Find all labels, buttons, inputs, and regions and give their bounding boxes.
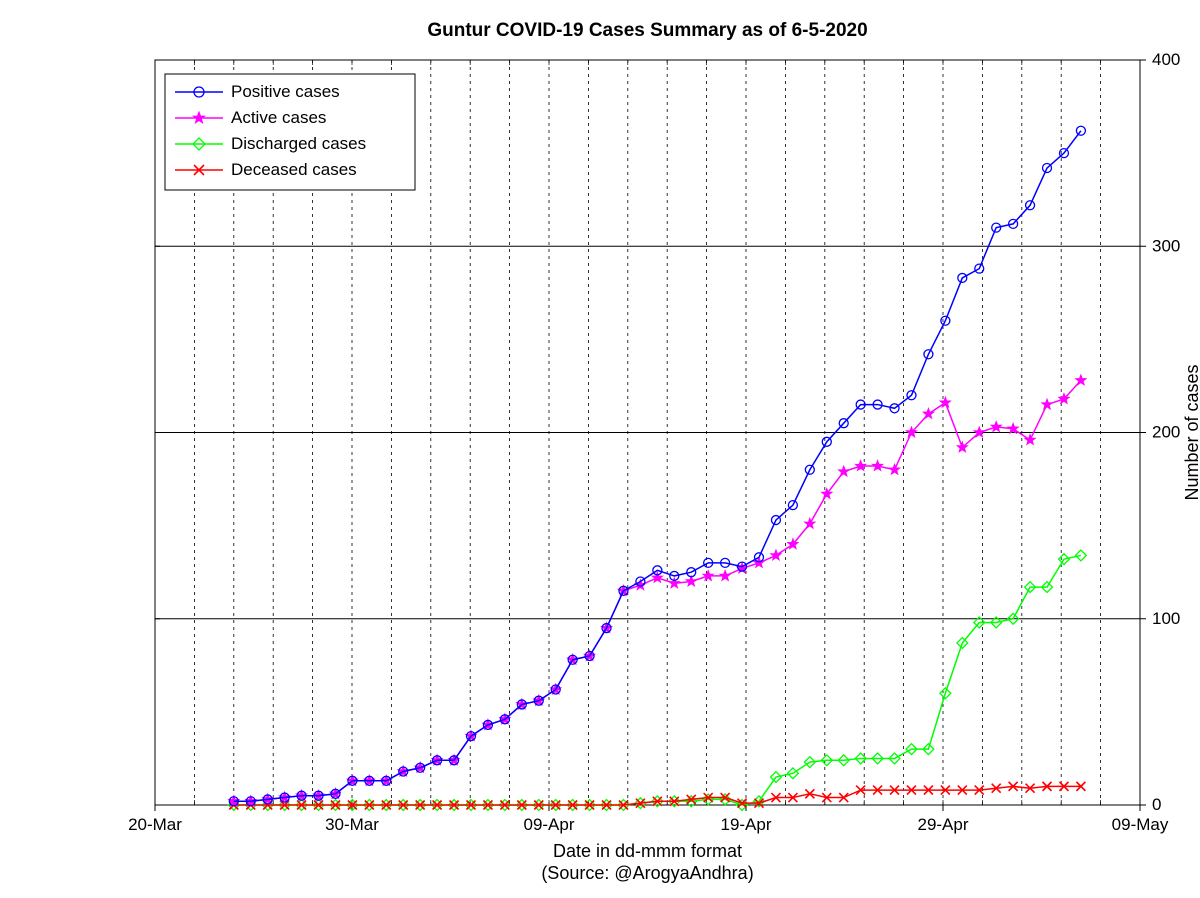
chart-title: Guntur COVID-19 Cases Summary as of 6-5-… bbox=[427, 20, 867, 41]
legend-label: Deceased cases bbox=[231, 160, 357, 179]
x-axis-sublabel: (Source: @ArogyaAndhra) bbox=[541, 863, 753, 883]
y-axis-label: Number of cases bbox=[1182, 364, 1200, 500]
x-tick-label: 09-May bbox=[1112, 815, 1169, 834]
legend-label: Positive cases bbox=[231, 82, 340, 101]
x-tick-label: 19-Apr bbox=[720, 815, 771, 834]
x-axis-label: Date in dd-mmm format bbox=[553, 841, 742, 861]
x-tick-label: 29-Apr bbox=[917, 815, 968, 834]
series-marker-active bbox=[686, 576, 696, 586]
series-line-positive bbox=[234, 131, 1081, 802]
y-tick-label: 300 bbox=[1152, 236, 1180, 255]
series-line-active bbox=[234, 380, 1081, 801]
y-tick-label: 400 bbox=[1152, 50, 1180, 69]
legend-label: Discharged cases bbox=[231, 134, 366, 153]
series-marker-active bbox=[889, 464, 899, 474]
series-marker-active bbox=[872, 461, 882, 471]
series-marker-active bbox=[703, 571, 713, 581]
x-tick-label: 20-Mar bbox=[128, 815, 182, 834]
series-line-discharged bbox=[234, 555, 1081, 805]
legend-label: Active cases bbox=[231, 108, 326, 127]
y-tick-label: 100 bbox=[1152, 609, 1180, 628]
series-marker-active bbox=[991, 422, 1001, 432]
chart-container: 20-Mar 30-Mar 09-Apr 19-Apr 29-Apr 09-May0 100… bbox=[0, 0, 1200, 898]
series-marker-active bbox=[771, 550, 781, 560]
series-marker-active bbox=[720, 571, 730, 581]
y-tick-label: 200 bbox=[1152, 423, 1180, 442]
x-tick-label: 30-Mar bbox=[325, 815, 379, 834]
series-marker-active bbox=[839, 466, 849, 476]
series-marker-active bbox=[1025, 435, 1035, 445]
y-tick-label: 0 bbox=[1152, 795, 1161, 814]
chart-svg: 20-Mar 30-Mar 09-Apr 19-Apr 29-Apr 09-May0 100… bbox=[0, 0, 1200, 898]
series-marker-active bbox=[1042, 399, 1052, 409]
series-marker-active bbox=[805, 518, 815, 528]
x-tick-label: 09-Apr bbox=[523, 815, 574, 834]
